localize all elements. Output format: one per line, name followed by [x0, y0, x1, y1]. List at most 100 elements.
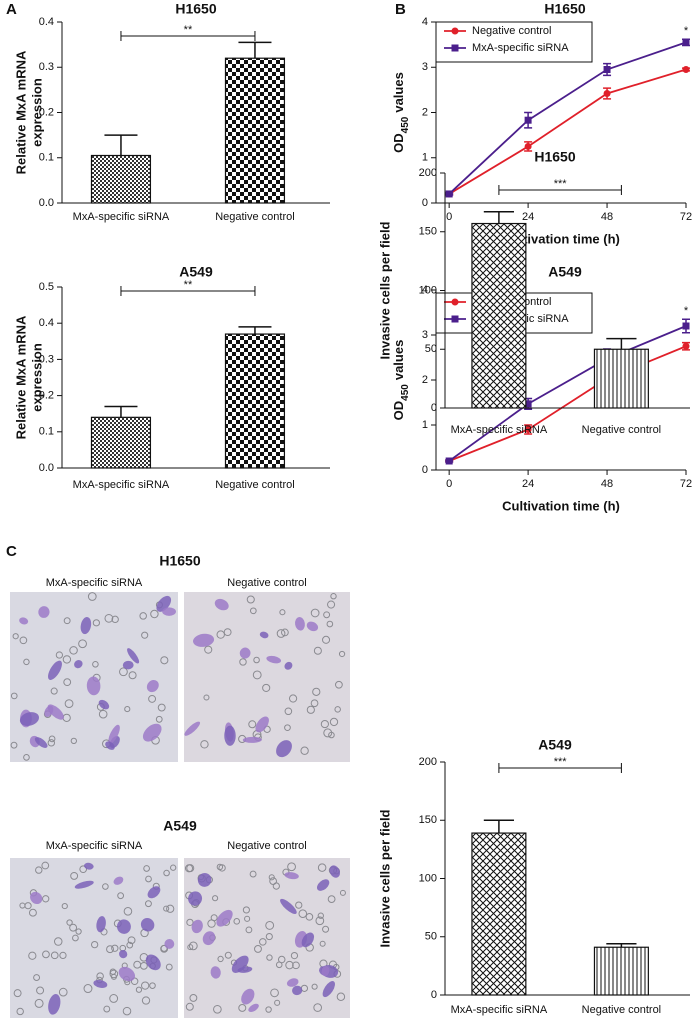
- pore: [218, 864, 226, 872]
- pore: [281, 628, 289, 637]
- pore: [106, 945, 114, 954]
- pore: [53, 937, 63, 946]
- x-tick-label: Negative control: [582, 424, 662, 436]
- y-axis-label: Invasive cells per field: [377, 809, 392, 947]
- cell: [197, 872, 212, 887]
- pore: [111, 944, 119, 952]
- point: [682, 38, 690, 46]
- series-line: [448, 325, 687, 462]
- x-tick-label: 48: [601, 211, 613, 223]
- pore: [75, 928, 82, 935]
- pore: [47, 739, 56, 747]
- y-tick-label: 0.3: [39, 61, 54, 73]
- cell: [214, 598, 229, 611]
- significance-bracket: [120, 31, 256, 41]
- cell: [216, 909, 233, 927]
- pore: [24, 902, 32, 910]
- micrograph-label: Negative control: [227, 840, 307, 852]
- pore: [269, 877, 278, 886]
- pore: [338, 650, 346, 658]
- pore: [292, 961, 300, 970]
- y-axis-label-suffix: values: [391, 340, 406, 380]
- pore: [276, 629, 286, 638]
- y-tick-label: 0.1: [39, 152, 54, 164]
- pore: [28, 908, 37, 917]
- pore: [50, 951, 59, 960]
- pore: [61, 902, 68, 910]
- point: [682, 322, 690, 330]
- pore: [335, 680, 343, 689]
- x-axis-label: Cultivation time (h): [502, 231, 620, 246]
- y-tick-label: 50: [425, 931, 437, 943]
- x-tick-label: Negative control: [215, 211, 295, 223]
- pore: [64, 699, 74, 709]
- pore: [124, 706, 131, 713]
- pore: [189, 993, 198, 1002]
- y-tick-label: 2: [422, 374, 428, 386]
- pore: [207, 919, 216, 928]
- pore: [63, 617, 71, 625]
- bar: [593, 946, 649, 996]
- cell: [329, 865, 341, 878]
- point: [524, 426, 532, 433]
- pore: [109, 968, 117, 975]
- cell: [86, 676, 101, 696]
- panel-label: B: [395, 1, 406, 18]
- cell: [191, 919, 203, 934]
- pore: [249, 607, 257, 615]
- cell: [184, 721, 201, 736]
- pore: [163, 905, 170, 912]
- cell: [280, 898, 297, 914]
- pore: [66, 919, 73, 926]
- chart-title: A549: [179, 264, 213, 280]
- pore: [104, 613, 114, 623]
- point: [445, 190, 453, 198]
- y-axis-label: Relative MxA mRNA: [13, 315, 28, 439]
- y-axis-label: Invasive cells per field: [377, 221, 392, 359]
- pore: [203, 694, 210, 701]
- cell: [301, 932, 315, 948]
- y-axis-label-subscript: 450: [400, 116, 411, 133]
- cell: [193, 633, 215, 647]
- pore: [50, 687, 58, 695]
- y-tick-label: 3: [422, 329, 428, 341]
- cell: [84, 862, 94, 870]
- pore: [310, 608, 320, 618]
- panel-label: C: [6, 543, 17, 560]
- pore: [233, 918, 241, 925]
- x-tick-label: 24: [522, 478, 534, 490]
- y-tick-label: 3: [422, 61, 428, 73]
- y-tick-label: 0: [431, 402, 437, 414]
- pore: [103, 1005, 111, 1013]
- pore: [327, 600, 336, 609]
- pore: [216, 863, 224, 871]
- cell: [224, 725, 236, 746]
- pore: [28, 951, 37, 960]
- pore: [217, 955, 224, 963]
- bar: [224, 333, 286, 469]
- cell: [202, 931, 216, 946]
- cell: [145, 954, 161, 971]
- y-tick-label: 0.2: [39, 390, 54, 402]
- pore: [313, 1003, 322, 1012]
- cell: [34, 737, 48, 748]
- pore: [87, 592, 97, 601]
- pore: [287, 862, 296, 872]
- legend-label: Negative control: [472, 25, 552, 37]
- cell: [295, 617, 305, 631]
- y-tick-label: 0: [431, 989, 437, 1001]
- pore: [155, 715, 163, 723]
- pore: [334, 706, 341, 713]
- pore: [69, 923, 78, 932]
- pore: [23, 754, 30, 761]
- legend-marker: [451, 27, 459, 35]
- micrograph: [10, 858, 178, 1018]
- pore: [13, 989, 22, 998]
- x-tick-label: 72: [680, 211, 692, 223]
- cell: [44, 705, 54, 717]
- pore: [262, 683, 271, 693]
- cell: [259, 631, 269, 639]
- point: [524, 116, 532, 124]
- significance-bracket: [498, 763, 622, 773]
- cell: [38, 606, 50, 618]
